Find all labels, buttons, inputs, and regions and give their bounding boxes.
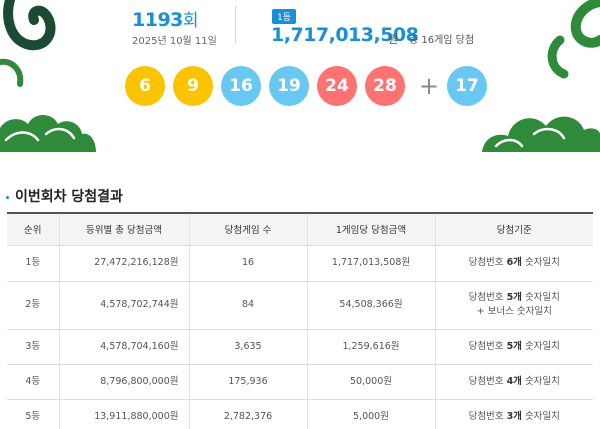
- winning-numbers: 6 9 16 19 24 28 + 17: [125, 66, 495, 106]
- criteria-cell: 당첨번호 4개 숫자일치: [435, 364, 593, 400]
- rank-cell: 2등: [7, 281, 60, 330]
- prize-results-table: 순위 등위별 총 당첨금액 당첨게임 수 1게임당 당첨금액 당첨기준 1등 2…: [7, 212, 593, 429]
- criteria-bonus-line: + 보너스 숫자일치: [476, 306, 552, 317]
- first-prize-unit: 원: [388, 33, 399, 46]
- first-prize-amount: 1,717,013,508: [271, 24, 419, 46]
- decorative-leaves-illustration: [0, 0, 600, 152]
- table-row: 1등 27,472,216,128원 16 1,717,013,508원 당첨번…: [7, 245, 593, 282]
- bullet-icon: [6, 195, 9, 199]
- criteria-suffix: 숫자일치: [521, 292, 560, 303]
- divider: [235, 6, 236, 44]
- total-prize-cell: 4,578,702,744원: [59, 281, 190, 330]
- plus-sign: +: [418, 72, 440, 100]
- criteria-text: 당첨번호: [468, 292, 507, 303]
- winning-ball-4: 19: [269, 66, 309, 106]
- section-title: 이번회차 당첨결과: [6, 186, 123, 206]
- table-row: 3등 4,578,704,160원 3,635 1,259,616원 당첨번호 …: [7, 329, 593, 365]
- winning-games-cell: 84: [189, 281, 308, 330]
- prize-per-game-cell: 50,000원: [307, 364, 436, 400]
- winning-ball-5: 24: [317, 66, 357, 106]
- rank-cell: 1등: [7, 245, 60, 282]
- criteria-suffix: 숫자일치: [521, 410, 560, 422]
- draw-number-value: 1193: [132, 9, 183, 31]
- criteria-suffix: 숫자일치: [521, 340, 560, 352]
- winning-games-cell: 3,635: [189, 329, 308, 365]
- total-prize-cell: 8,796,800,000원: [59, 364, 190, 400]
- criteria-suffix: 숫자일치: [521, 375, 560, 387]
- table-row: 2등 4,578,702,744원 84 54,508,366원 당첨번호 5개…: [7, 281, 593, 330]
- total-prize-cell: 27,472,216,128원: [59, 245, 190, 282]
- draw-number: 1193회: [132, 6, 199, 31]
- first-rank-badge: 1등: [272, 9, 297, 24]
- prize-per-game-cell: 1,717,013,508원: [307, 245, 436, 282]
- criteria-cell: 당첨번호 6개 숫자일치: [435, 245, 593, 282]
- rank-cell: 5등: [7, 399, 60, 429]
- winning-ball-1: 6: [125, 66, 165, 106]
- criteria-text: 당첨번호: [468, 410, 507, 422]
- prize-per-game-cell: 54,508,366원: [307, 281, 436, 330]
- header-criteria: 당첨기준: [435, 212, 593, 246]
- criteria-text: 당첨번호: [468, 375, 507, 387]
- criteria-cell: 당첨번호 3개 숫자일치: [435, 399, 593, 429]
- criteria-count: 5개: [506, 292, 522, 303]
- winning-ball-6: 28: [365, 66, 405, 106]
- result-banner: 1193회 2025년 10월 11일 1등 1,717,013,508 원 총…: [0, 0, 600, 152]
- criteria-cell: 당첨번호 5개 숫자일치: [435, 329, 593, 365]
- winning-games-cell: 2,782,376: [189, 399, 308, 429]
- section-title-text: 이번회차 당첨결과: [15, 189, 123, 205]
- total-prize-cell: 4,578,704,160원: [59, 329, 190, 365]
- criteria-cell: 당첨번호 5개 숫자일치 + 보너스 숫자일치: [435, 281, 593, 330]
- first-prize-note: 총 16게임 당첨: [409, 35, 475, 46]
- table-row: 4등 8,796,800,000원 175,936 50,000원 당첨번호 4…: [7, 364, 593, 400]
- criteria-count: 3개: [506, 410, 522, 422]
- table-row: 5등 13,911,880,000원 2,782,376 5,000원 당첨번호…: [7, 399, 593, 429]
- winning-games-cell: 16: [189, 245, 308, 282]
- criteria-text: 당첨번호: [468, 257, 507, 268]
- draw-number-suffix: 회: [182, 11, 199, 31]
- prize-per-game-cell: 1,259,616원: [307, 329, 436, 365]
- prize-per-game-cell: 5,000원: [307, 399, 436, 429]
- criteria-text: 당첨번호: [468, 340, 507, 352]
- rank-cell: 3등: [7, 329, 60, 365]
- draw-date: 2025년 10월 11일: [132, 36, 217, 47]
- bonus-ball: 17: [447, 66, 487, 106]
- total-prize-cell: 13,911,880,000원: [59, 399, 190, 429]
- criteria-count: 5개: [506, 340, 522, 352]
- header-rank: 순위: [7, 212, 60, 246]
- criteria-count: 6개: [506, 257, 522, 268]
- table-header-row: 순위 등위별 총 당첨금액 당첨게임 수 1게임당 당첨금액 당첨기준: [7, 212, 593, 246]
- header-prize-per-game: 1게임당 당첨금액: [307, 212, 436, 246]
- rank-cell: 4등: [7, 364, 60, 400]
- winning-ball-3: 16: [221, 66, 261, 106]
- header-winning-games: 당첨게임 수: [189, 212, 308, 246]
- header-total-prize: 등위별 총 당첨금액: [59, 212, 190, 246]
- winning-games-cell: 175,936: [189, 364, 308, 400]
- criteria-count: 4개: [506, 375, 522, 387]
- criteria-suffix: 숫자일치: [521, 257, 560, 268]
- winning-ball-2: 9: [173, 66, 213, 106]
